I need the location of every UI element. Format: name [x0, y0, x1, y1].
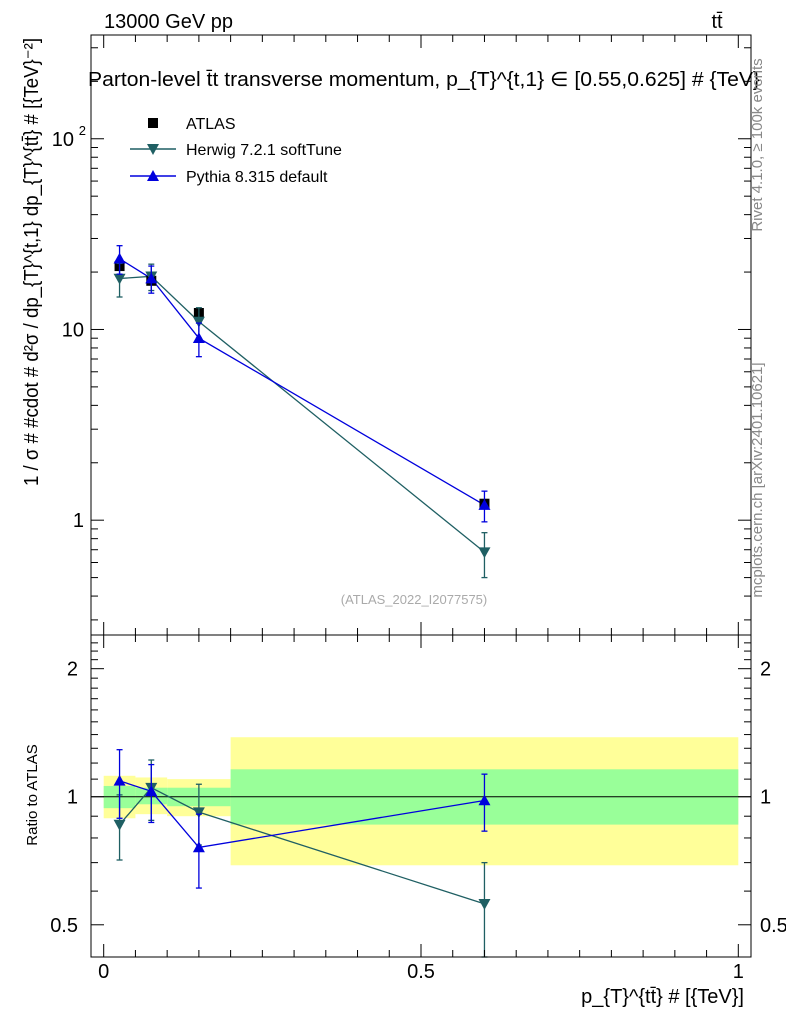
ratio-point-pythia-3 — [478, 794, 491, 806]
ratio-point-pythia-1 — [145, 785, 158, 797]
ratio-point-pythia-2 — [192, 841, 205, 853]
ratio-ytick-label-right-0: 0.5 — [760, 915, 786, 937]
main-marks — [113, 245, 491, 579]
ratio-ticks — [91, 635, 751, 957]
ratio-point-herwig-2 — [192, 807, 205, 819]
main-point-herwig-2 — [192, 316, 205, 328]
main-point-pythia-0 — [113, 252, 126, 264]
rivet-label: Rivet 4.1.0, ≥ 100k events — [749, 58, 766, 231]
ratio-y-axis-label: Ratio to ATLAS — [24, 744, 41, 845]
main-y-axis-label: 1 / σ # #cdot # d²σ / dp_{T}^{t,1} dp_{T… — [21, 38, 43, 486]
process-label: tt̄ — [711, 11, 723, 33]
legend-label-herwig: Herwig 7.2.1 softTune — [186, 142, 342, 159]
main-ytick-label-exp-0: 2 — [79, 123, 86, 138]
main-ytick-label-0: 10 — [52, 129, 74, 151]
ratio-ytick-label-right-2: 2 — [760, 659, 771, 681]
ratio-ytick-label-right-1: 1 — [760, 787, 771, 809]
main-point-herwig-3 — [478, 547, 491, 559]
main-line-herwig — [119, 275, 485, 553]
main-ytick-label-1: 10 — [62, 319, 84, 341]
ratio-ytick-label-left-1: 1 — [67, 787, 78, 809]
ratio-marks — [91, 737, 751, 958]
ratio-tick-labels: 0.5 0.5 1 1 2 2 0 0.5 1 — [50, 659, 786, 983]
xtick-label-0: 0 — [98, 961, 109, 983]
ratio-line-pythia — [119, 780, 485, 849]
main-point-pythia-3 — [478, 499, 491, 510]
legend-marker-atlas — [148, 118, 158, 128]
analysis-tag: (ATLAS_2022_I2077575) — [341, 592, 487, 607]
legend-label-pythia: Pythia 8.315 default — [186, 169, 328, 186]
legend-marker-pythia — [147, 170, 159, 181]
ratio-ytick-label-left-0: 0.5 — [50, 915, 78, 937]
energy-label: 13000 GeV pp — [104, 11, 233, 33]
ratio-point-herwig-0 — [113, 819, 126, 831]
ratio-line-herwig — [119, 786, 485, 905]
main-point-herwig-0 — [113, 273, 126, 285]
main-ytick-label-2: 1 — [73, 510, 84, 532]
ratio-panel: 0.5 0.5 1 1 2 2 0 0.5 1 Ratio to ATLAS p_{T}^{tt… — [24, 634, 786, 1008]
legend: ATLAS Herwig 7.2.1 softTune Pythia 8.315… — [130, 116, 342, 186]
main-title: Parton-level t̄t transverse momentum, p_… — [88, 69, 760, 91]
main-line-pythia — [119, 258, 485, 506]
main-ticks — [91, 35, 751, 635]
legend-marker-herwig — [147, 144, 159, 155]
main-panel: 10 2 10 1 Parton-level t̄t transverse momen… — [21, 34, 760, 636]
ratio-point-herwig-3 — [478, 899, 491, 910]
mcplots-label: mcplots.cern.ch [arXiv:2401.10621] — [749, 362, 766, 597]
main-point-pythia-2 — [192, 332, 205, 343]
ratio-point-pythia-0 — [113, 774, 126, 786]
x-axis-label: p_{T}^{tt̄} # [{TeV}] — [581, 986, 744, 1008]
xtick-label-1: 0.5 — [407, 961, 435, 983]
ratio-ytick-label-left-2: 2 — [67, 659, 78, 681]
main-point-pythia-1 — [145, 272, 158, 284]
xtick-label-2: 1 — [733, 961, 744, 983]
main-tick-labels: 10 2 10 1 — [52, 123, 86, 532]
legend-label-atlas: ATLAS — [186, 116, 236, 133]
